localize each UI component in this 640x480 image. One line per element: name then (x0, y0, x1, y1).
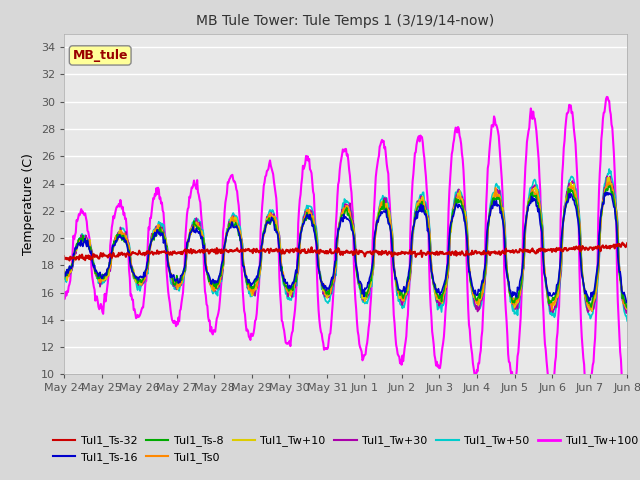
Text: MB_tule: MB_tule (72, 49, 128, 62)
Title: MB Tule Tower: Tule Temps 1 (3/19/14-now): MB Tule Tower: Tule Temps 1 (3/19/14-now… (196, 14, 495, 28)
Legend: Tul1_Ts-32, Tul1_Ts-16, Tul1_Ts-8, Tul1_Ts0, Tul1_Tw+10, Tul1_Tw+30, Tul1_Tw+50,: Tul1_Ts-32, Tul1_Ts-16, Tul1_Ts-8, Tul1_… (49, 431, 640, 468)
Y-axis label: Temperature (C): Temperature (C) (22, 153, 35, 255)
